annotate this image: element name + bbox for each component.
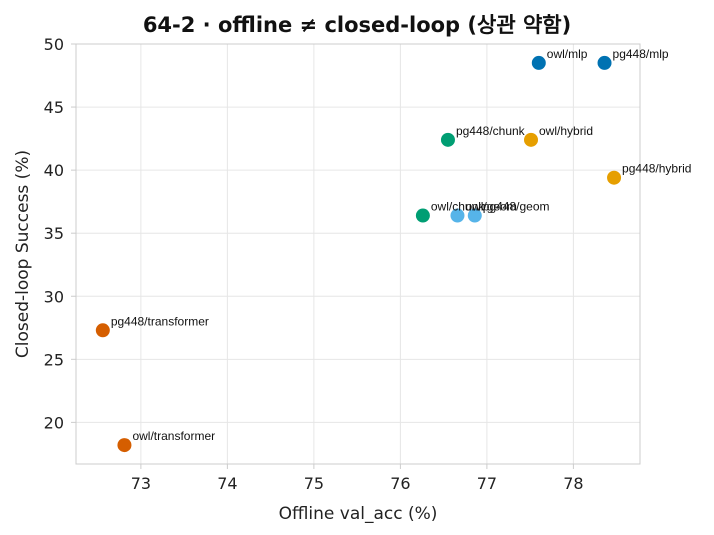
x-tick-label: 77 [477,474,497,493]
point-label: owl/geom [465,200,516,214]
data-point [415,208,430,223]
point-label: owl/transformer [132,429,215,443]
x-axis-label: Offline val_acc (%) [279,504,438,524]
y-tick-label: 20 [44,413,64,432]
data-point [531,55,546,70]
y-tick-label: 30 [44,287,64,306]
y-tick-label: 35 [44,224,64,243]
x-tick-label: 73 [131,474,151,493]
point-label: owl/hybrid [539,124,593,138]
axis-ticks: 73 74 75 76 77 78 20 25 30 35 40 45 50 [44,35,584,493]
data-point [607,170,622,185]
point-label: pg448/mlp [613,47,669,61]
data-point [95,323,110,338]
data-point [450,208,465,223]
point-label: owl/mlp [547,47,588,61]
y-tick-label: 50 [44,35,64,54]
data-points [95,55,622,453]
y-axis-label: Closed-loop Success (%) [13,150,33,358]
point-label: pg448/chunk [456,124,526,138]
point-label: pg448/geom [483,200,550,214]
y-tick-label: 40 [44,161,64,180]
x-tick-label: 75 [304,474,324,493]
point-label: pg448/hybrid [622,162,691,176]
grid-lines [76,43,640,464]
x-tick-label: 76 [390,474,410,493]
chart-title: 64-2 · offline ≠ closed-loop (상관 약함) [143,13,571,37]
data-point [524,132,539,147]
point-label: owl/chunk [431,200,485,214]
data-point [597,55,612,70]
y-tick-label: 45 [44,98,64,117]
data-point [117,438,132,453]
plot-frame [75,43,641,465]
point-label: pg448/transformer [111,314,209,328]
y-tick-label: 25 [44,350,64,369]
x-tick-label: 74 [217,474,237,493]
data-point [440,132,455,147]
point-labels: owl/mlp pg448/mlp pg448/chunk owl/hybrid pg4… [111,47,692,443]
x-tick-label: 78 [563,474,583,493]
data-point [467,208,482,223]
